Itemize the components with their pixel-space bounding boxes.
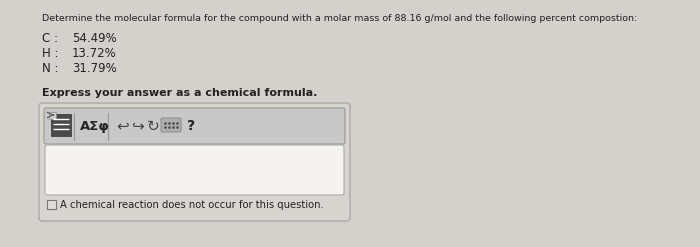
Text: N :: N : — [42, 62, 59, 75]
Text: ↩: ↩ — [116, 119, 129, 133]
Text: Determine the molecular formula for the compound with a molar mass of 88.16 g/mo: Determine the molecular formula for the … — [42, 14, 637, 23]
Text: Express your answer as a chemical formula.: Express your answer as a chemical formul… — [42, 88, 317, 98]
FancyBboxPatch shape — [49, 112, 56, 119]
Text: 13.72%: 13.72% — [72, 47, 117, 60]
Text: C :: C : — [42, 32, 58, 45]
Text: A chemical reaction does not occur for this question.: A chemical reaction does not occur for t… — [60, 200, 323, 209]
Text: H :: H : — [42, 47, 59, 60]
Text: ?: ? — [187, 119, 195, 133]
Text: 31.79%: 31.79% — [72, 62, 117, 75]
FancyBboxPatch shape — [51, 114, 71, 136]
Text: ↻: ↻ — [147, 119, 160, 133]
FancyBboxPatch shape — [45, 145, 344, 195]
Text: AΣφ: AΣφ — [80, 120, 110, 132]
FancyBboxPatch shape — [44, 108, 345, 144]
Bar — [47, 200, 56, 209]
Text: ↪: ↪ — [131, 119, 144, 133]
Text: 54.49%: 54.49% — [72, 32, 117, 45]
FancyBboxPatch shape — [39, 103, 350, 221]
FancyBboxPatch shape — [161, 118, 181, 132]
